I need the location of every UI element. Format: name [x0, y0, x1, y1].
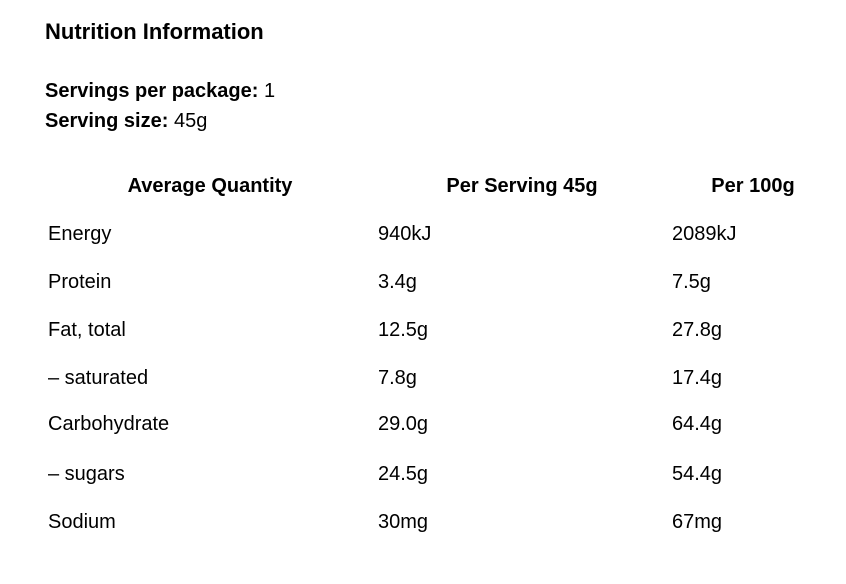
nutrient-name: – sugars — [48, 463, 125, 485]
nutrient-name: – saturated — [48, 367, 149, 389]
nutrient-value: 940kJ — [378, 223, 432, 245]
nutrient-value: 2089kJ — [672, 223, 737, 245]
nutrient-value: 12.5g — [378, 319, 429, 341]
title: Nutrition Information — [45, 19, 264, 44]
nutrient-value: 3.4g — [378, 271, 417, 293]
nutrient-value: 24.5g — [378, 463, 429, 485]
nutrient-name: Sodium — [48, 511, 116, 533]
nutrient-value: 64.4g — [672, 413, 723, 435]
nutrient-name: Protein — [48, 271, 112, 293]
nutrient-value: 27.8g — [672, 319, 723, 341]
serving-value: 1 — [264, 80, 276, 102]
nutrient-value: 17.4g — [672, 367, 723, 389]
nutrient-value: 7.8g — [378, 367, 417, 389]
nutrient-name: Fat, total — [48, 319, 126, 341]
table-header: Average Quantity — [127, 175, 293, 197]
nutrient-value: 30mg — [378, 511, 429, 533]
table-header: Per 100g — [711, 175, 795, 197]
nutrient-value: 29.0g — [378, 413, 429, 435]
serving-label: Serving size: — [45, 110, 169, 132]
serving-label: Servings per package: — [45, 80, 259, 102]
nutrient-value: 67mg — [672, 511, 723, 533]
nutrient-value: 7.5g — [672, 271, 711, 293]
nutrient-value: 54.4g — [672, 463, 723, 485]
serving-value: 45g — [173, 110, 208, 132]
nutrient-name: Energy — [48, 223, 112, 245]
serving-line: Servings per package: 1 — [45, 79, 275, 103]
serving-line: Serving size: 45g — [45, 109, 207, 133]
table-header: Per Serving 45g — [446, 175, 598, 197]
nutrient-name: Carbohydrate — [48, 413, 170, 435]
